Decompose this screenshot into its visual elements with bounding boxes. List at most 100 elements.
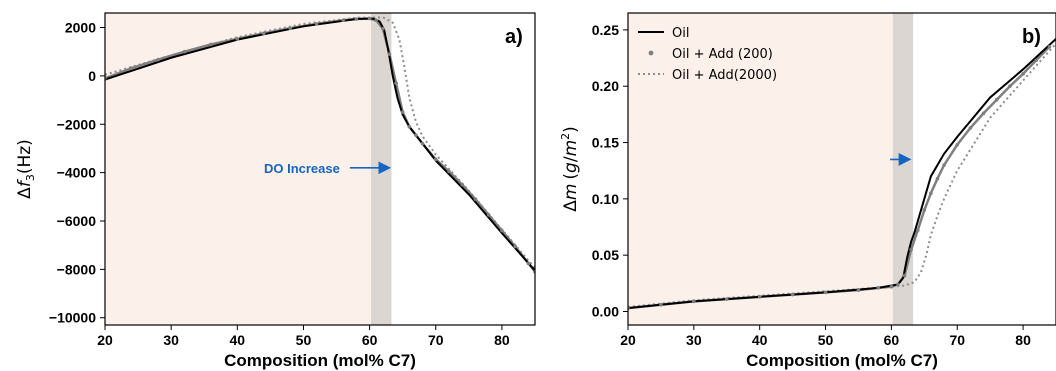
- series-oil-add200-point: [387, 52, 392, 56]
- series-oil-add200-point: [394, 81, 398, 85]
- series-oil-add200-point: [209, 42, 213, 47]
- series-oil-add200-point: [354, 17, 359, 21]
- series-oil-add200-point: [156, 57, 160, 62]
- series-oil-add200-point: [909, 247, 913, 252]
- legend-add2000-label: Oil + Add(2000): [672, 68, 777, 83]
- x-tick-label: 50: [296, 332, 312, 348]
- y-tick-label: −10000: [49, 310, 96, 326]
- ylabel-unit-exp: 2: [559, 133, 572, 140]
- x-tick-label: 80: [1015, 332, 1031, 348]
- y-tick-label: −8000: [57, 261, 97, 277]
- series-oil-add200-point: [473, 197, 478, 202]
- series-oil-add200-point: [692, 299, 696, 304]
- series-oil-add200-point: [1021, 72, 1025, 76]
- panel-b-series: [628, 38, 1056, 310]
- series-oil-add200-point: [447, 169, 451, 174]
- series-oil-add200-point: [433, 157, 438, 162]
- panel-a-frame: [104, 12, 536, 326]
- shade-region-transition: [370, 13, 392, 325]
- legend-oil-label: Oil: [672, 26, 689, 41]
- y-tick-label: 0.20: [592, 78, 619, 94]
- panel-a-shading: [105, 13, 392, 325]
- panel-a-ylabel: Δf3(Hz): [15, 139, 37, 199]
- series-oil-add200-point: [367, 16, 372, 21]
- x-tick-label: 60: [362, 332, 378, 348]
- series-oil-add200-point: [314, 22, 319, 26]
- x-tick-label: 70: [428, 332, 444, 348]
- series-oil-add200-point: [902, 273, 907, 278]
- series-oil-add200-point: [513, 244, 517, 249]
- series-oil-add200-point: [889, 284, 894, 289]
- series-oil-add200-point: [400, 110, 405, 114]
- series-oil-add200-point: [460, 182, 465, 187]
- panel-b-shading: [628, 13, 914, 325]
- x-tick-label: 50: [818, 332, 834, 348]
- series-oil-add200-point: [659, 302, 663, 307]
- x-tick-label: 40: [230, 332, 246, 348]
- panel-a-label: a): [505, 26, 523, 48]
- series-oil-add200-point: [374, 18, 379, 23]
- x-tick-label: 20: [620, 332, 636, 348]
- panel-a-yticks: 2000 0 −2000 −4000 −6000 −8000 −10000: [49, 20, 105, 326]
- series-oil-add200-point: [968, 126, 973, 130]
- series-oil-add200-point: [261, 31, 266, 36]
- series-oil-add200-point: [757, 295, 762, 299]
- ylabel-delta: Δ: [15, 187, 35, 199]
- ylabel-sub: 3: [24, 174, 37, 181]
- ylabel-unit-g: g: [561, 162, 581, 173]
- panel-b-ylabel: Δm(g/m2): [559, 126, 581, 212]
- series-oil-add200-point: [526, 261, 531, 266]
- y-tick-label: 0.15: [592, 135, 619, 151]
- y-tick-label: −6000: [57, 213, 97, 229]
- x-tick-label: 20: [97, 332, 113, 348]
- series-oil-add200-point: [500, 228, 504, 233]
- ylabel-var: f: [15, 178, 35, 187]
- x-tick-label: 30: [163, 332, 179, 348]
- series-oil-add200-point: [288, 26, 293, 31]
- series-oil-add200-point: [235, 37, 240, 41]
- series-oil-add200-point: [420, 141, 425, 146]
- series-oil-add200-point: [915, 228, 920, 233]
- panel-a-xticks: 20 30 40 50 60 70 80: [97, 325, 510, 348]
- series-oil-add200-point: [724, 297, 729, 301]
- series-oil-line: [628, 38, 1056, 310]
- ylabel-var: m: [561, 184, 581, 201]
- y-tick-label: 0.00: [592, 303, 619, 319]
- series-oil-add200-point: [942, 163, 946, 167]
- x-tick-label: 80: [494, 332, 510, 348]
- panel-a: 20 30 40 50 60 70 80 2000 0 −2000 −4000 −6000 −8000…: [15, 12, 536, 370]
- panel-a-annotation: DO Increase: [264, 161, 392, 176]
- y-tick-label: 0.25: [592, 22, 619, 38]
- series-oil-add200-point: [790, 292, 795, 297]
- panel-b-yticks: 0.25 0.20 0.15 0.10 0.05 0.00: [592, 22, 628, 319]
- series-oil-add200-point: [1047, 44, 1052, 49]
- series-oil-add200-point: [935, 176, 940, 181]
- ylabel-delta: Δ: [561, 200, 581, 212]
- y-tick-label: −2000: [57, 116, 97, 132]
- shade-region-transition: [892, 13, 914, 325]
- ylabel-unit-open: (: [561, 173, 581, 180]
- ylabel-unit-slash: /: [561, 156, 581, 162]
- y-tick-label: 0: [88, 68, 96, 84]
- x-tick-label: 60: [884, 332, 900, 348]
- panel-b-xlabel: Composition (mol% C7): [746, 351, 938, 370]
- legend-add200-label: Oil + Add (200): [672, 47, 773, 62]
- panel-a-xlabel: Composition (mol% C7): [224, 351, 416, 370]
- ylabel-unit-close: ): [561, 126, 581, 133]
- series-oil-add200-point: [856, 288, 861, 292]
- series-oil-add200-point: [981, 111, 986, 116]
- series-oil-add200-point: [129, 66, 134, 70]
- panel-b-frame: [627, 12, 1056, 326]
- panel-b: 20 30 40 50 60 70 80 0.250.200.150.100.050.00 …: [559, 12, 1056, 370]
- series-oil-add200-point: [876, 286, 881, 290]
- series-oil-add200-point: [407, 124, 412, 129]
- series-oil-add200-point: [1034, 58, 1039, 63]
- series-oil-add200-point: [922, 208, 927, 212]
- series-oil-add2000-line: [105, 16, 535, 269]
- series-oil-add200-point: [929, 191, 933, 196]
- x-tick-label: 70: [949, 332, 965, 348]
- y-tick-label: 0.05: [592, 247, 619, 263]
- series-oil-add200-point: [381, 26, 385, 31]
- series-oil-add200-point: [486, 213, 491, 217]
